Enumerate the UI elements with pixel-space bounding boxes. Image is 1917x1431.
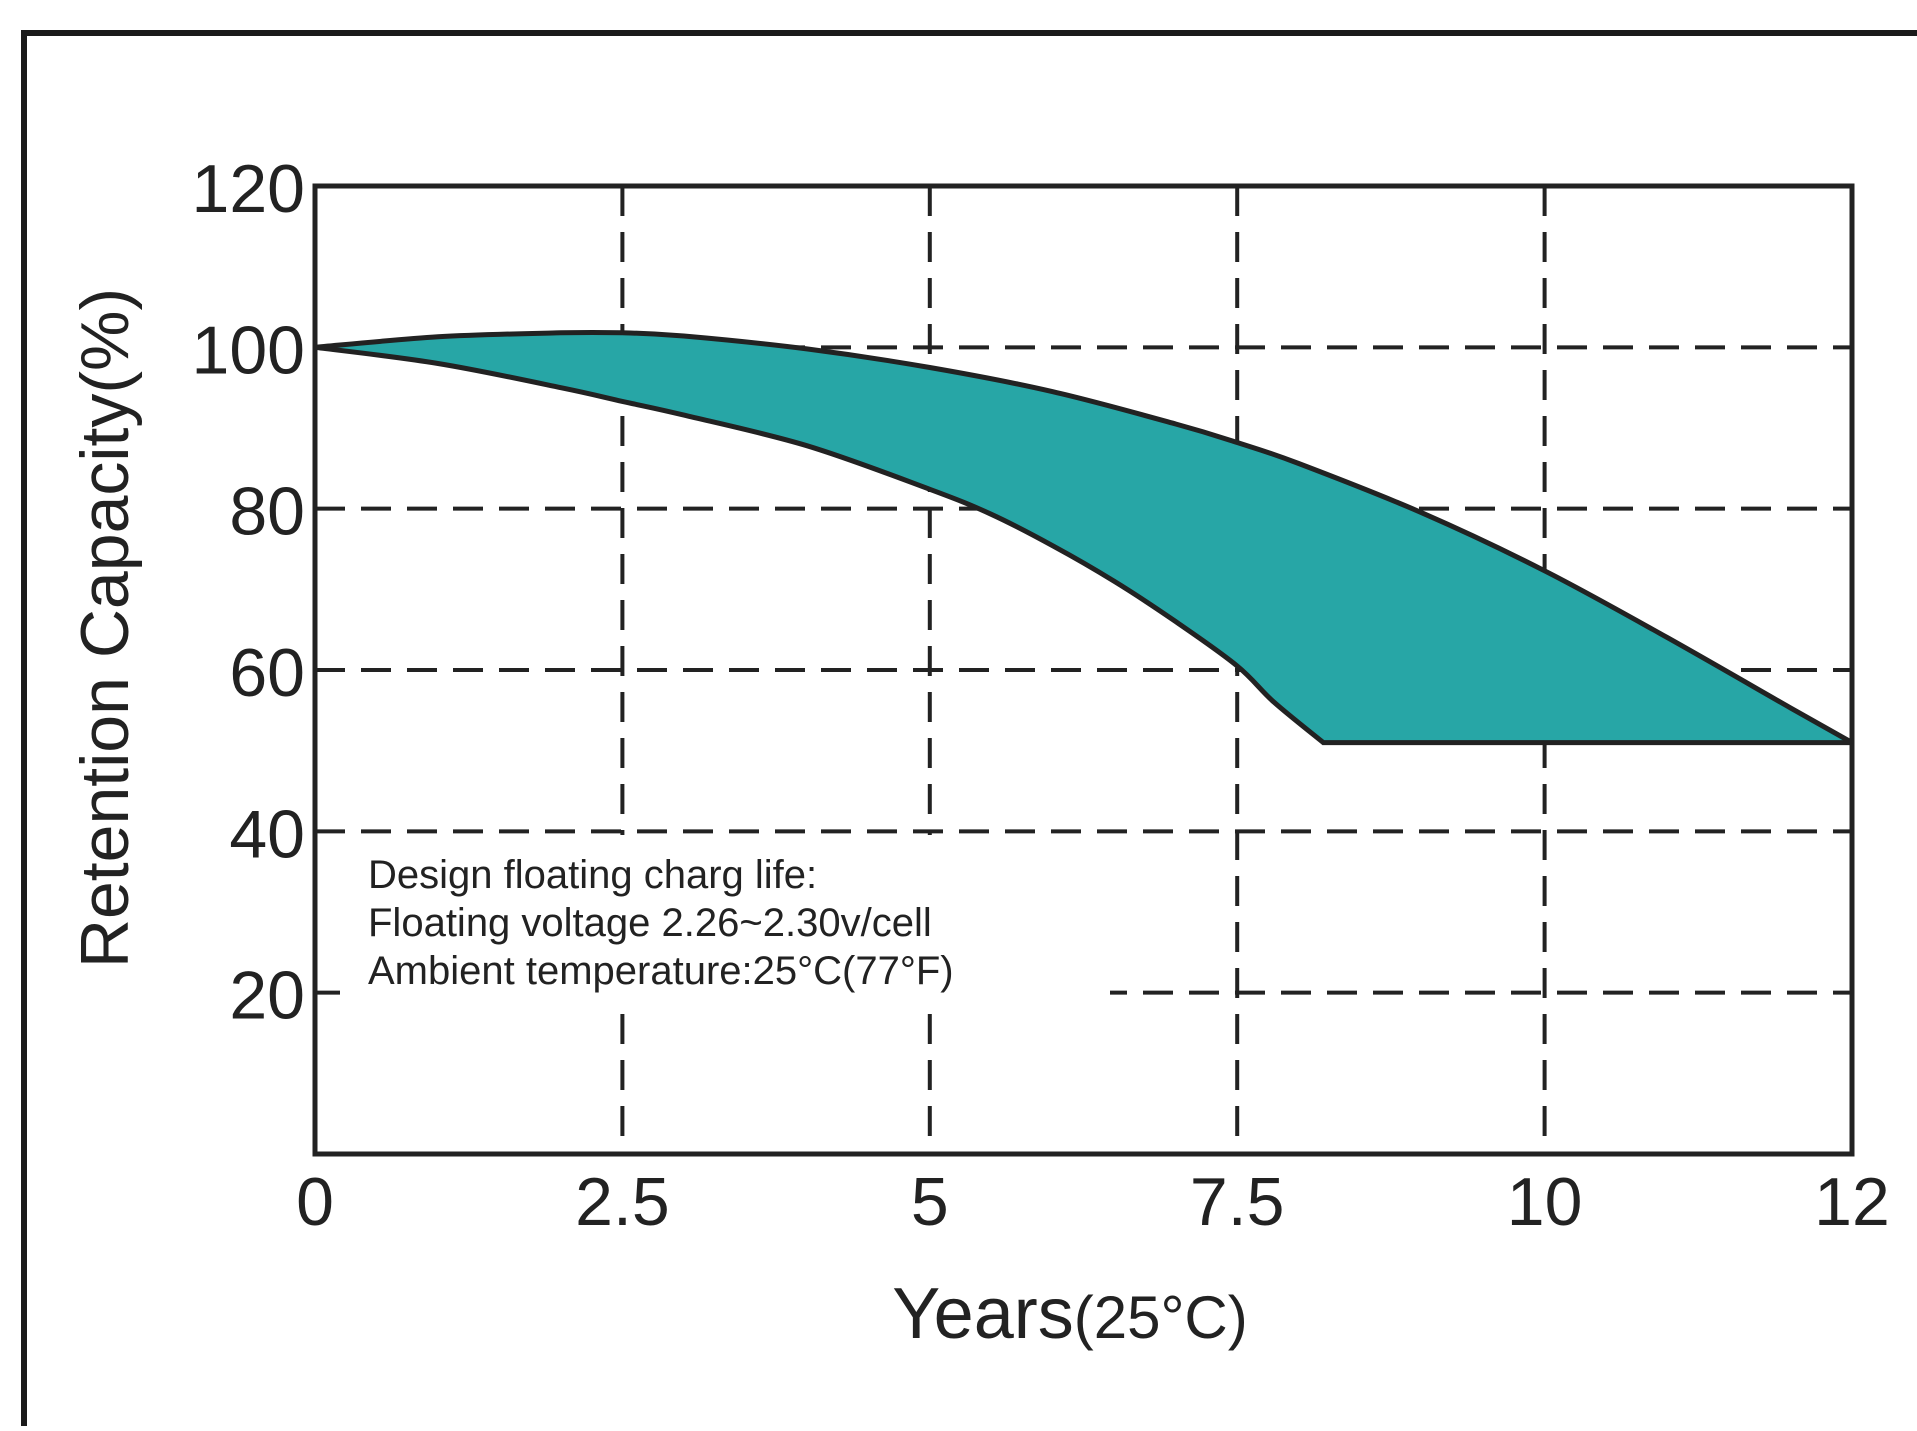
y-tick-label-20: 20: [229, 958, 305, 1034]
annotation-box: Design floating charg life: Floating vol…: [340, 835, 1110, 1010]
page-frame: [21, 30, 1917, 1426]
y-tick-label-100: 100: [192, 312, 305, 388]
x-tick-label-10: 10: [1507, 1164, 1583, 1240]
capacity-band: [314, 329, 1854, 746]
x-tick-label-0: 0: [296, 1164, 334, 1240]
series-line-upper: [314, 329, 1854, 745]
x-tick-label-5: 5: [911, 1164, 949, 1240]
series-line-lower: [314, 344, 1852, 746]
x-axis-label: Years(25°C): [892, 1274, 1248, 1354]
y-tick-label-60: 60: [229, 635, 305, 711]
annotation-line-3: Ambient temperature:25°C(77°F): [368, 949, 954, 993]
x-tick-label-7.5: 7.5: [1190, 1164, 1285, 1240]
plot-frame: [312, 183, 1855, 1157]
svg-text:Years(25°C): Years(25°C): [892, 1274, 1248, 1354]
capacity-band-fill: [315, 332, 1852, 743]
annotation-line-1: Design floating charg life:: [368, 853, 817, 897]
x-tick-label-12: 12: [1814, 1164, 1890, 1240]
x-tick-label-2.5: 2.5: [575, 1164, 670, 1240]
annotation-line-2: Floating voltage 2.26~2.30v/cell: [368, 901, 932, 945]
y-tick-label-40: 40: [229, 796, 305, 872]
x-axis-label-unit: (25°C): [1074, 1284, 1248, 1351]
y-axis-label: Retention Capacity(%): [67, 288, 143, 968]
y-tick-label-80: 80: [229, 474, 305, 550]
axis-ticks: 0 2.5 5 7.5 10 12 20 40 60 80 100 120: [192, 151, 1890, 1240]
x-axis-label-text: Years: [892, 1274, 1073, 1354]
y-tick-label-120: 120: [192, 151, 305, 227]
